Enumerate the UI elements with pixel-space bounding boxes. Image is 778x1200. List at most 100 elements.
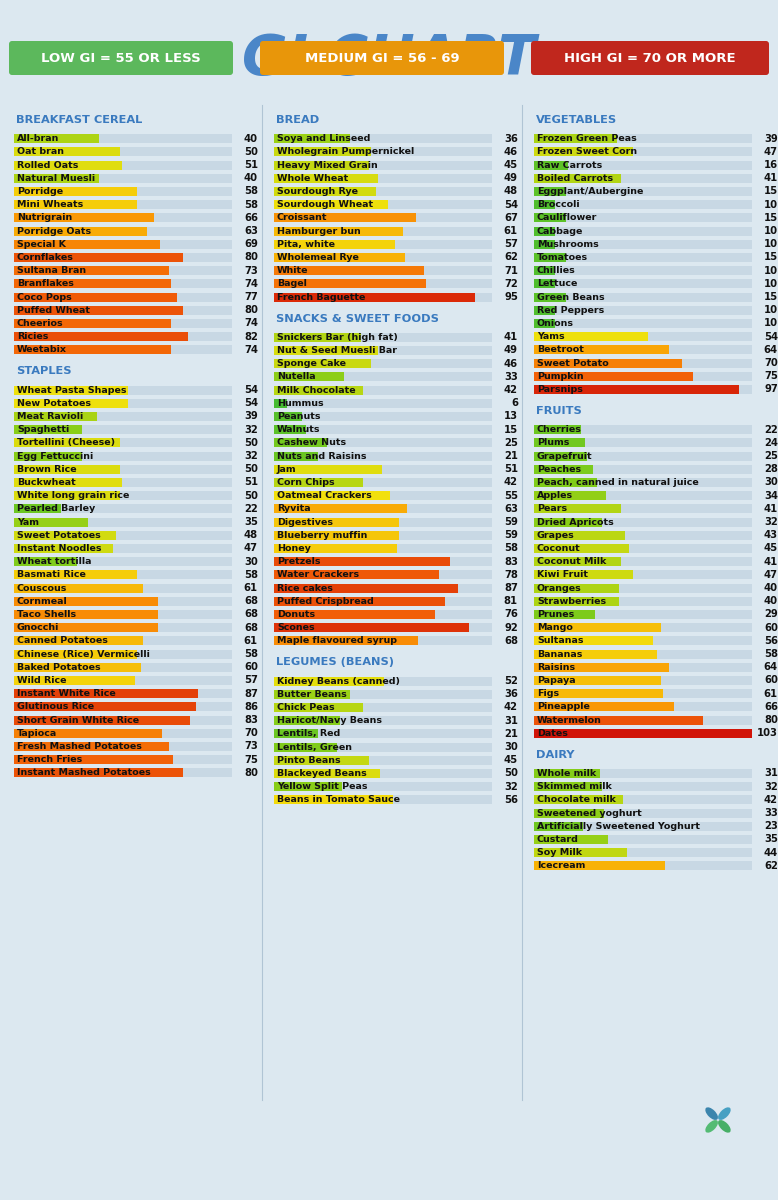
Bar: [274, 253, 405, 262]
Text: Whole milk: Whole milk: [537, 769, 596, 778]
Text: Prunes: Prunes: [537, 610, 574, 619]
Bar: [274, 174, 492, 182]
Bar: [534, 174, 621, 182]
Text: 24: 24: [764, 438, 778, 448]
Bar: [274, 200, 388, 209]
Bar: [534, 346, 752, 354]
Bar: [274, 636, 492, 646]
Bar: [274, 425, 306, 434]
Bar: [14, 161, 122, 169]
Bar: [274, 504, 492, 514]
Text: Wild Rice: Wild Rice: [17, 676, 66, 685]
Text: Corn Chips: Corn Chips: [277, 478, 335, 487]
Bar: [14, 385, 232, 395]
Text: 56: 56: [504, 794, 518, 805]
Bar: [274, 596, 492, 606]
Text: Donuts: Donuts: [277, 610, 315, 619]
Bar: [14, 755, 232, 764]
Bar: [14, 148, 120, 156]
Text: Chillies: Chillies: [537, 266, 576, 275]
Bar: [14, 715, 190, 725]
Text: 22: 22: [244, 504, 258, 514]
Bar: [274, 517, 492, 527]
Bar: [14, 676, 135, 685]
Text: Pita, white: Pita, white: [277, 240, 335, 248]
Text: 50: 50: [504, 768, 518, 779]
Text: 80: 80: [244, 768, 258, 778]
Text: Parsnips: Parsnips: [537, 385, 583, 394]
Bar: [274, 240, 394, 248]
Text: 42: 42: [764, 794, 778, 805]
Bar: [534, 134, 616, 143]
Bar: [534, 161, 752, 169]
Bar: [14, 583, 232, 593]
Bar: [274, 570, 492, 580]
Text: 87: 87: [244, 689, 258, 698]
Bar: [14, 728, 232, 738]
Text: Heavy Mixed Grain: Heavy Mixed Grain: [277, 161, 378, 169]
Text: Sponge Cake: Sponge Cake: [277, 359, 346, 368]
Bar: [14, 544, 114, 553]
Bar: [534, 649, 752, 659]
Text: Wheat Pasta Shapes: Wheat Pasta Shapes: [17, 385, 127, 395]
Bar: [14, 214, 232, 222]
Bar: [274, 227, 492, 235]
Text: Nutrigrain: Nutrigrain: [17, 214, 72, 222]
Bar: [274, 756, 370, 764]
Bar: [14, 214, 154, 222]
Text: Kidney Beans (canned): Kidney Beans (canned): [277, 677, 400, 685]
Text: 31: 31: [504, 715, 518, 726]
Bar: [534, 319, 752, 328]
Text: Natural Muesli: Natural Muesli: [17, 174, 95, 182]
Text: Watermelon: Watermelon: [537, 715, 602, 725]
Text: 22: 22: [764, 425, 778, 434]
Bar: [274, 359, 492, 368]
Text: Ricies: Ricies: [17, 332, 48, 341]
Text: White long grain rice: White long grain rice: [17, 491, 129, 500]
Text: 64: 64: [764, 344, 778, 355]
Text: 10: 10: [764, 239, 778, 250]
Bar: [14, 451, 82, 461]
Bar: [14, 253, 184, 262]
Text: Spaghetti: Spaghetti: [17, 425, 69, 434]
Bar: [274, 425, 492, 434]
Bar: [534, 596, 752, 606]
Text: BREAD: BREAD: [276, 115, 319, 125]
Text: 10: 10: [764, 305, 778, 316]
Text: 82: 82: [244, 331, 258, 342]
Text: Pineapple: Pineapple: [537, 702, 590, 712]
Text: Dates: Dates: [537, 728, 568, 738]
Text: Instant Mashed Potatoes: Instant Mashed Potatoes: [17, 768, 151, 778]
Bar: [274, 398, 492, 408]
Bar: [534, 689, 663, 698]
Bar: [534, 372, 752, 380]
Text: Cauliflower: Cauliflower: [537, 214, 598, 222]
Text: 41: 41: [764, 504, 778, 514]
Text: VEGETABLES: VEGETABLES: [536, 115, 617, 125]
Text: Pearled Barley: Pearled Barley: [17, 504, 95, 514]
Bar: [534, 306, 752, 314]
Bar: [534, 689, 752, 698]
Text: Chick Peas: Chick Peas: [277, 703, 335, 712]
Bar: [274, 703, 363, 712]
Text: Wholemeal Rye: Wholemeal Rye: [277, 253, 359, 262]
Bar: [534, 796, 752, 804]
Bar: [534, 809, 604, 817]
Text: 42: 42: [504, 478, 518, 487]
Bar: [14, 517, 232, 527]
Text: 36: 36: [504, 689, 518, 700]
Bar: [14, 280, 232, 288]
Bar: [534, 517, 601, 527]
Text: 29: 29: [764, 610, 778, 619]
Text: Fresh Mashed Potatoes: Fresh Mashed Potatoes: [17, 742, 142, 751]
Bar: [534, 148, 752, 156]
Text: MEDIUM GI = 56 - 69: MEDIUM GI = 56 - 69: [305, 52, 459, 65]
Text: HIGH GI = 70 OR MORE: HIGH GI = 70 OR MORE: [564, 52, 736, 65]
Bar: [274, 412, 492, 421]
Text: Papaya: Papaya: [537, 676, 576, 685]
Text: 32: 32: [244, 451, 258, 461]
Bar: [274, 583, 492, 593]
Bar: [274, 782, 492, 791]
Text: 52: 52: [504, 676, 518, 686]
Text: 32: 32: [244, 425, 258, 434]
